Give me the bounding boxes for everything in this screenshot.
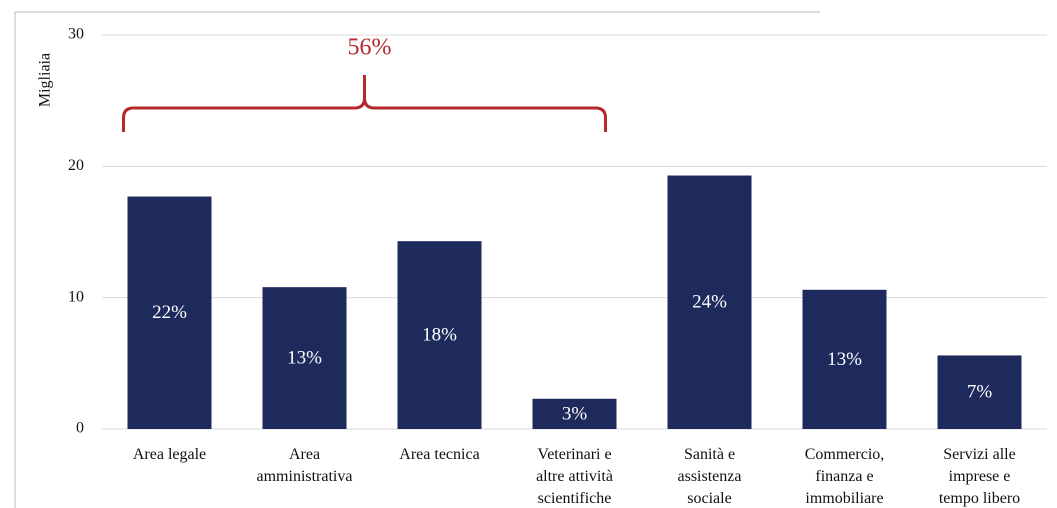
bar (937, 355, 1022, 429)
bar (667, 175, 752, 429)
share-label: 22% (152, 302, 187, 323)
share-label: 18% (422, 324, 457, 345)
y-tick-label: 0 (76, 420, 84, 437)
x-tick-label: Area legale (133, 446, 206, 463)
bar (262, 287, 347, 429)
y-tick-label: 20 (68, 157, 84, 174)
x-tick-label: Commercio, finanza e immobiliare (805, 446, 885, 507)
share-label: 7% (967, 382, 993, 403)
share-label: 13% (287, 347, 322, 368)
bar (532, 398, 617, 429)
share-label: 13% (827, 349, 862, 370)
bar (397, 241, 482, 429)
x-tick-label: Sanità e assistenza sociale (678, 446, 742, 507)
y-axis-label: Migliaia (37, 53, 54, 107)
x-tick-label: Area amministrativa (257, 446, 353, 485)
share-label: 24% (692, 292, 727, 313)
share-label: 3% (562, 403, 588, 424)
x-tick-label: Servizi alle imprese e tempo libero (939, 446, 1020, 507)
x-tick-label: Veterinari e altre attività scientifiche (536, 446, 613, 507)
bar (802, 289, 887, 429)
y-tick-label: 10 (68, 288, 84, 305)
bracket (122, 75, 607, 132)
y-tick-label: 30 (68, 26, 84, 43)
bracket-label: 56% (348, 35, 392, 61)
bar (127, 196, 212, 429)
x-tick-label: Area tecnica (399, 446, 479, 463)
